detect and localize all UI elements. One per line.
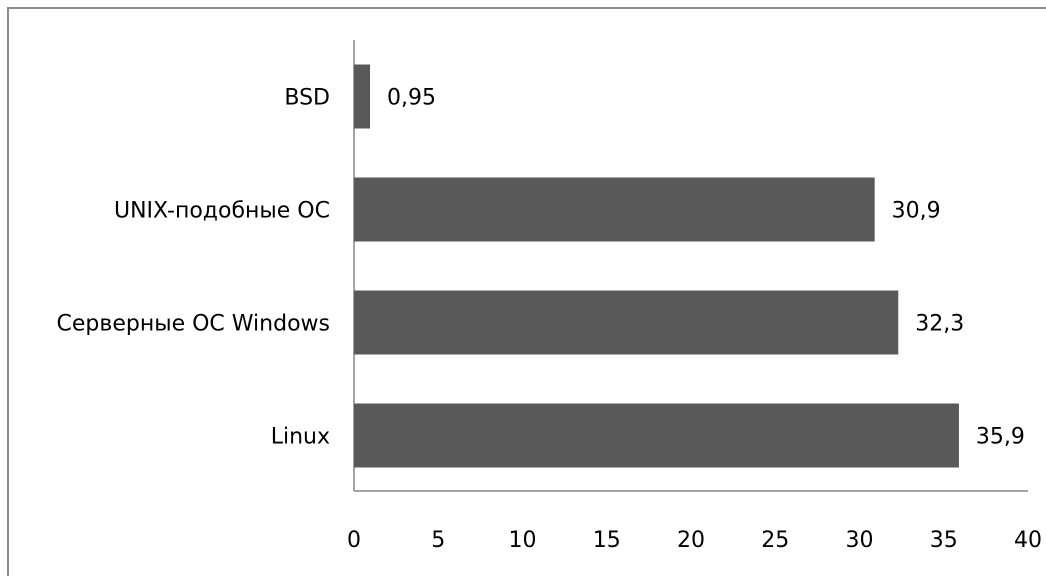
category-labels: BSD UNIX-подобные ОС Серверные ОС Windows L… [57, 86, 331, 450]
x-tick-label-0: 0 [347, 528, 361, 553]
category-label-0: BSD [284, 86, 330, 111]
value-label-2: 32,3 [915, 312, 964, 337]
bar-3 [354, 403, 959, 468]
bar-1 [354, 177, 875, 242]
x-tick-label-7: 35 [930, 528, 958, 553]
bars-group [354, 64, 959, 468]
value-label-0: 0,95 [387, 86, 436, 111]
category-label-2: Серверные ОС Windows [57, 312, 331, 337]
category-label-1: UNIX-подобные ОС [114, 199, 330, 224]
x-tick-label-8: 40 [1014, 528, 1042, 553]
bar-0 [354, 64, 371, 129]
x-tick-label-3: 15 [593, 528, 621, 553]
x-tick-label-6: 30 [846, 528, 874, 553]
x-tick-label-1: 5 [431, 528, 445, 553]
x-tick-label-2: 10 [509, 528, 537, 553]
chart-frame [7, 7, 1046, 576]
category-label-3: Linux [271, 425, 330, 450]
value-labels: 0,95 30,9 32,3 35,9 [387, 86, 1025, 450]
value-label-1: 30,9 [892, 199, 941, 224]
x-tick-labels: 0 5 10 15 20 25 30 35 40 [347, 528, 1042, 553]
bar-2 [354, 290, 899, 355]
x-tick-label-5: 25 [761, 528, 789, 553]
x-tick-label-4: 20 [677, 528, 705, 553]
value-label-3: 35,9 [976, 425, 1025, 450]
